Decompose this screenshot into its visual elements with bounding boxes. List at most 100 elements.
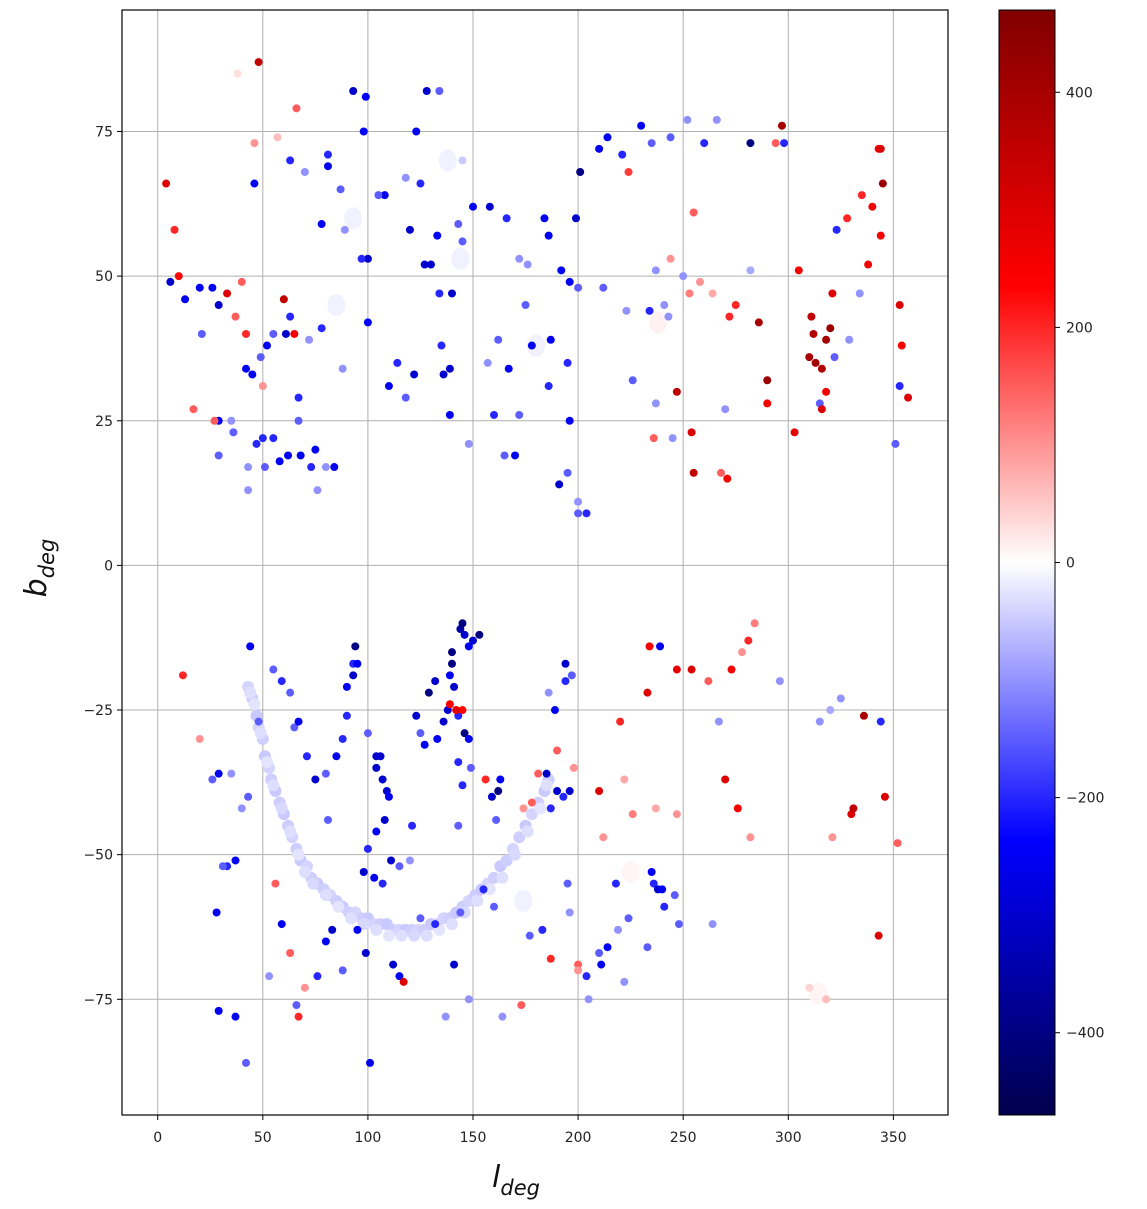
data-point bbox=[498, 1012, 507, 1021]
data-point bbox=[490, 902, 499, 911]
data-point bbox=[876, 231, 885, 240]
data-point bbox=[845, 335, 854, 344]
data-point bbox=[628, 810, 637, 819]
data-point bbox=[212, 908, 221, 917]
x-tick-label: 150 bbox=[460, 1130, 487, 1146]
data-point bbox=[569, 763, 578, 772]
data-point bbox=[597, 960, 606, 969]
data-point bbox=[687, 428, 696, 437]
data-point bbox=[363, 254, 372, 263]
data-point bbox=[683, 115, 692, 124]
arc-data-point bbox=[345, 912, 358, 925]
data-point bbox=[628, 376, 637, 385]
data-point bbox=[252, 439, 261, 448]
data-point bbox=[464, 439, 473, 448]
data-point bbox=[679, 272, 688, 281]
data-point bbox=[244, 792, 253, 801]
data-point bbox=[876, 144, 885, 153]
data-point bbox=[336, 185, 345, 194]
data-point bbox=[458, 156, 467, 165]
data-point bbox=[525, 931, 534, 940]
data-point bbox=[620, 775, 629, 784]
data-point bbox=[828, 833, 837, 842]
faint-cluster-point bbox=[648, 311, 667, 334]
data-point bbox=[433, 734, 442, 743]
data-point bbox=[830, 353, 839, 362]
data-point bbox=[338, 734, 347, 743]
data-point bbox=[622, 306, 631, 315]
arc-data-point bbox=[319, 889, 332, 902]
data-point bbox=[237, 804, 246, 813]
data-point bbox=[372, 763, 381, 772]
y-tick-label: 0 bbox=[104, 558, 113, 574]
data-point bbox=[805, 353, 814, 362]
data-point bbox=[286, 688, 295, 697]
data-point bbox=[565, 908, 574, 917]
data-point bbox=[849, 804, 858, 813]
data-point bbox=[464, 642, 473, 651]
data-point bbox=[214, 301, 223, 310]
data-point bbox=[777, 121, 786, 130]
data-point bbox=[359, 127, 368, 136]
data-point bbox=[389, 960, 398, 969]
data-point bbox=[805, 983, 814, 992]
data-point bbox=[574, 509, 583, 518]
data-point bbox=[721, 405, 730, 414]
data-point bbox=[637, 121, 646, 130]
colorbar-tick-label: 400 bbox=[1066, 85, 1093, 101]
data-point bbox=[445, 410, 454, 419]
faint-cluster-point bbox=[344, 207, 363, 230]
data-point bbox=[487, 792, 496, 801]
data-point bbox=[542, 769, 551, 778]
data-point bbox=[571, 214, 580, 223]
data-point bbox=[279, 295, 288, 304]
data-point bbox=[904, 393, 913, 402]
data-point bbox=[723, 474, 732, 483]
data-point bbox=[822, 387, 831, 396]
data-point bbox=[162, 179, 171, 188]
data-point bbox=[250, 139, 259, 148]
data-point bbox=[294, 717, 303, 726]
data-point bbox=[544, 382, 553, 391]
data-point bbox=[214, 769, 223, 778]
data-point bbox=[651, 399, 660, 408]
data-point bbox=[351, 642, 360, 651]
data-point bbox=[242, 364, 251, 373]
data-point bbox=[321, 937, 330, 946]
data-point bbox=[857, 191, 866, 200]
arc-data-point bbox=[267, 779, 280, 792]
data-point bbox=[317, 220, 326, 229]
data-point bbox=[563, 468, 572, 477]
data-point bbox=[832, 225, 841, 234]
data-point bbox=[599, 283, 608, 292]
data-point bbox=[250, 179, 259, 188]
data-point bbox=[651, 266, 660, 275]
data-point bbox=[435, 86, 444, 95]
data-point bbox=[775, 677, 784, 686]
data-point bbox=[647, 139, 656, 148]
data-point bbox=[454, 821, 463, 830]
data-point bbox=[189, 405, 198, 414]
data-point bbox=[672, 665, 681, 674]
data-point bbox=[651, 804, 660, 813]
data-point bbox=[645, 306, 654, 315]
data-point bbox=[780, 139, 789, 148]
data-point bbox=[269, 434, 278, 443]
data-point bbox=[582, 509, 591, 518]
data-point bbox=[275, 457, 284, 466]
data-point bbox=[893, 839, 902, 848]
data-point bbox=[624, 914, 633, 923]
data-point bbox=[794, 266, 803, 275]
data-point bbox=[746, 139, 755, 148]
plot-area-frame bbox=[121, 9, 949, 1116]
data-point bbox=[174, 272, 183, 281]
x-tick-label: 350 bbox=[880, 1130, 907, 1146]
arc-data-point bbox=[525, 808, 538, 821]
data-point bbox=[384, 382, 393, 391]
data-point bbox=[836, 694, 845, 703]
arc-data-point bbox=[483, 883, 496, 896]
data-point bbox=[708, 289, 717, 298]
data-point bbox=[439, 717, 448, 726]
data-point bbox=[370, 873, 379, 882]
data-point bbox=[599, 833, 608, 842]
